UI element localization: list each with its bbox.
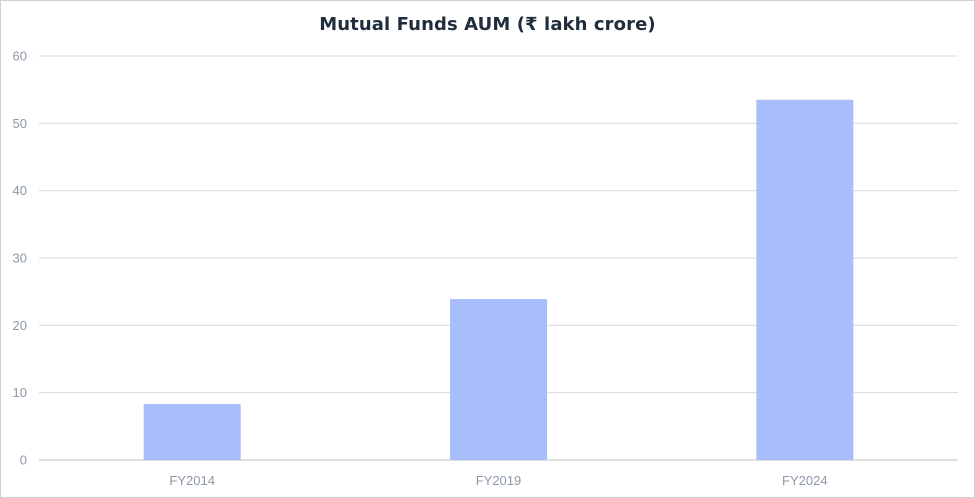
- x-tick-label: FY2019: [476, 473, 522, 488]
- bar-fy2014: [143, 404, 241, 460]
- bar-fy2019: [450, 299, 547, 460]
- y-tick-label: 40: [13, 183, 27, 198]
- y-tick-label: 60: [13, 49, 27, 64]
- y-tick-label: 50: [13, 116, 27, 131]
- y-tick-label: 30: [13, 251, 27, 266]
- y-tick-label: 10: [13, 385, 27, 400]
- x-axis-ticks: FY2014 FY2019 FY2024: [169, 473, 827, 488]
- y-tick-label: 0: [20, 453, 27, 468]
- chart-title: Mutual Funds AUM (₹ lakh crore): [319, 14, 656, 35]
- y-tick-label: 20: [13, 318, 27, 333]
- y-axis-ticks: 0 10 20 30 40 50 60: [13, 49, 27, 468]
- bar-fy2024: [756, 99, 854, 461]
- bars: [143, 99, 854, 461]
- x-tick-label: FY2014: [169, 473, 215, 488]
- x-tick-label: FY2024: [782, 473, 828, 488]
